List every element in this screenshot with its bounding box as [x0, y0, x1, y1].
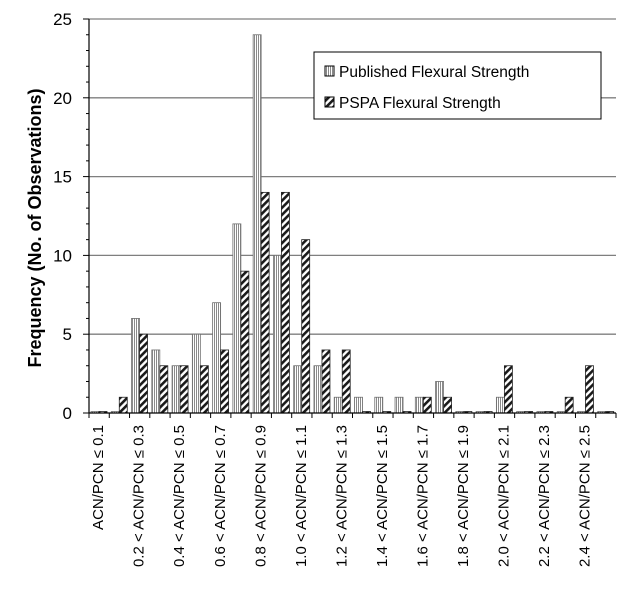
legend-swatch-published: [324, 65, 335, 77]
bar-pspa: [118, 396, 128, 414]
bar-published: [354, 396, 363, 414]
x-tick-labels: ACN/PCN ≤ 0.1 0.2 < ACN/PCN ≤ 0.3 0.4 < AC…: [90, 425, 593, 567]
bar-pspa: [179, 365, 189, 414]
bar-published: [191, 333, 201, 414]
x-category-label: ACN/PCN ≤ 0.1: [90, 425, 107, 530]
legend-label-pspa: PSPA Flexural Strength: [339, 95, 501, 112]
bar-published: [273, 254, 282, 414]
bar-published: [131, 318, 140, 414]
y-tick-label: 5: [63, 325, 72, 344]
x-category-label: 1.6 < ACN/PCN ≤ 1.7: [414, 425, 431, 567]
x-category-label: 0.4 < ACN/PCN ≤ 0.5: [171, 425, 188, 567]
bar-published: [212, 302, 222, 414]
x-category-label: 1.0 < ACN/PCN ≤ 1.1: [293, 425, 310, 567]
x-category-label: 2.2 < ACN/PCN ≤ 2.3: [536, 425, 553, 567]
bar-pspa: [443, 396, 452, 414]
y-tick-label: 10: [53, 246, 72, 265]
bar-published: [435, 381, 444, 414]
y-axis-label: Frequency (No. of Observations): [25, 88, 45, 367]
bar-pspa: [301, 239, 311, 414]
bar-published: [313, 365, 323, 414]
bar-pspa: [139, 333, 148, 414]
y-tick-label: 15: [53, 168, 72, 187]
x-category-label: 0.2 < ACN/PCN ≤ 0.3: [131, 425, 148, 567]
legend-box: [313, 51, 602, 120]
y-tick-label: 20: [53, 89, 72, 108]
bar-pspa: [281, 191, 290, 414]
x-category-label: 0.8 < ACN/PCN ≤ 0.9: [252, 425, 269, 567]
bar-published: [394, 396, 404, 414]
x-category-label: 0.6 < ACN/PCN ≤ 0.7: [212, 425, 229, 567]
bar-pspa: [240, 270, 250, 414]
bar-pspa: [260, 191, 270, 414]
y-tick-label: 25: [53, 10, 72, 29]
y-tick-labels: 0 5 10 15 20 25: [53, 10, 72, 423]
bar-pspa: [422, 396, 432, 414]
bar-pspa: [321, 349, 331, 414]
bar-published: [414, 396, 424, 414]
bar-published: [495, 396, 505, 414]
bar-pspa: [503, 365, 513, 414]
bar-pspa: [341, 349, 351, 414]
legend-swatch-pspa: [324, 96, 335, 108]
y-tick-label: 0: [63, 404, 72, 423]
bar-pspa: [564, 396, 574, 414]
x-category-label: 2.0 < ACN/PCN ≤ 2.1: [496, 425, 513, 567]
x-category-label: 1.4 < ACN/PCN ≤ 1.5: [374, 425, 391, 567]
bar-published: [374, 396, 384, 414]
axes: [83, 18, 617, 418]
legend: Published Flexural Strength PSPA Flexura…: [313, 51, 602, 120]
bar-published: [333, 396, 343, 414]
bar-pspa: [585, 365, 594, 414]
x-category-label: 1.8 < ACN/PCN ≤ 1.9: [455, 425, 472, 567]
bars: [90, 34, 615, 414]
x-category-label: 2.4 < ACN/PCN ≤ 2.5: [577, 425, 594, 567]
bar-published: [171, 365, 181, 414]
bar-published: [252, 34, 262, 414]
bar-published: [232, 223, 242, 414]
bar-published: [151, 349, 161, 414]
bar-pspa: [199, 365, 209, 414]
legend-label-published: Published Flexural Strength: [339, 64, 529, 81]
x-category-label: 1.2 < ACN/PCN ≤ 1.3: [333, 425, 350, 567]
bar-pspa: [159, 365, 169, 414]
bar-published: [293, 365, 303, 414]
bar-pspa: [220, 349, 230, 414]
